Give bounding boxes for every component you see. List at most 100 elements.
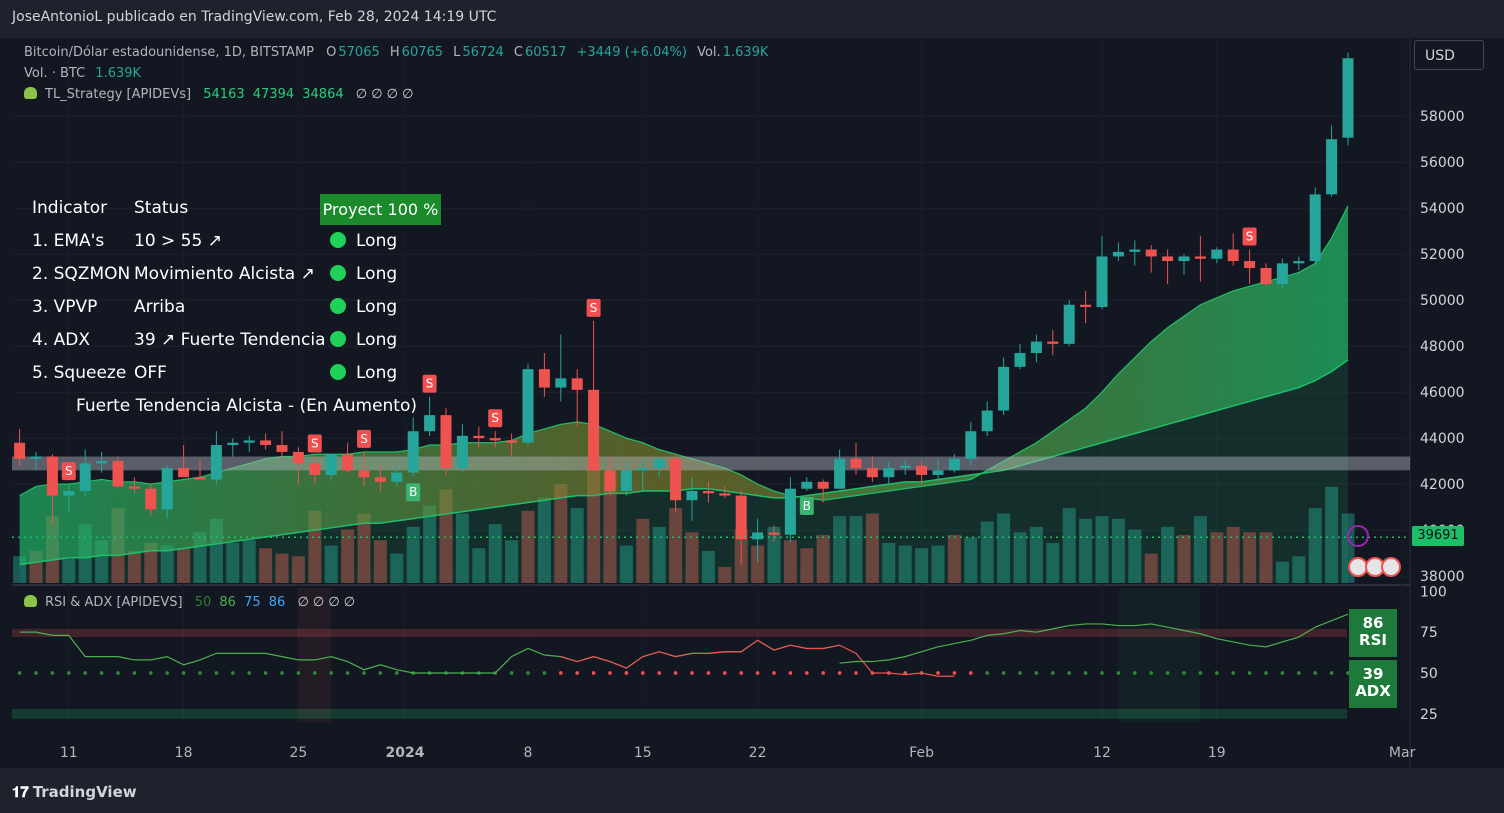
adx-dot — [788, 671, 793, 675]
volume-bar — [816, 534, 830, 583]
candle-body — [702, 491, 714, 494]
candle-body — [210, 445, 222, 480]
adx-dot — [132, 671, 137, 675]
rsi-tick-label: 25 — [1420, 707, 1438, 723]
volume-bar — [423, 505, 437, 583]
adx-dot — [1100, 671, 1104, 675]
candle-body — [1112, 251, 1124, 257]
tradingview-logo[interactable]: 𝟏𝟕 TradingView — [12, 783, 137, 801]
publish-bar: JoseAntonioL publicado en TradingView.co… — [0, 0, 1504, 38]
rsi-badge-label: RSI — [1359, 631, 1387, 649]
adx-dot — [1198, 671, 1203, 675]
volume-bar — [1161, 526, 1175, 583]
rsi-value-1: 50 — [194, 595, 212, 610]
adx-dot — [313, 671, 317, 675]
ema-fast-line — [19, 205, 1349, 501]
candle-body — [1145, 249, 1157, 257]
table-cell-signal: Long — [330, 258, 397, 290]
signal-tag — [799, 497, 814, 516]
volume-label[interactable]: Vol. · BTC — [24, 66, 86, 81]
signal-dot-icon — [330, 265, 346, 281]
strategy-name[interactable]: TL_Strategy [APIDEVs] — [45, 87, 192, 102]
candle-body — [1293, 261, 1305, 264]
candle-body — [1227, 249, 1239, 262]
candle-body — [1047, 341, 1059, 344]
table-cell-status: 39 ↗ Fuerte Tendencia — [134, 330, 326, 350]
volume-bar — [275, 553, 289, 583]
ema-slow-line — [19, 359, 1349, 566]
candle-body — [1260, 267, 1272, 285]
table-cell-status: Movimiento Alcista ↗ — [134, 264, 315, 284]
signal-label: Long — [356, 363, 398, 383]
volume-bar — [882, 542, 896, 583]
candle-body — [358, 470, 370, 478]
adx-badge-value: 39 — [1362, 665, 1384, 683]
date-tick-label: 2024 — [386, 745, 425, 761]
date-tick-label: 25 — [289, 745, 307, 761]
adx-dot — [1346, 671, 1350, 675]
date-tick-label: 19 — [1208, 745, 1226, 761]
candle-body — [243, 440, 255, 443]
candle-body — [571, 378, 583, 390]
candle-body — [14, 442, 26, 459]
signal-tag-label: S — [311, 437, 319, 451]
adx-dot — [559, 671, 563, 675]
candle-body — [850, 458, 862, 469]
adx-dot — [1067, 671, 1071, 675]
volume-bar — [1259, 532, 1273, 583]
adx-dot — [526, 671, 530, 675]
volume-bar — [587, 468, 601, 583]
volume-bar — [947, 534, 961, 583]
volume-bar — [783, 540, 797, 583]
volume-bar — [127, 550, 141, 583]
volume-bar — [341, 529, 355, 583]
adx-dot — [952, 671, 957, 675]
candle-body — [866, 468, 878, 478]
volume-bar — [1177, 534, 1191, 583]
adx-dot — [34, 671, 38, 675]
us-flag-icon — [1348, 557, 1368, 577]
adx-dot — [378, 671, 383, 675]
adx-dot — [280, 671, 284, 675]
volume-bar — [652, 526, 666, 583]
candle-body — [670, 458, 682, 501]
candle-body — [96, 461, 108, 464]
volume-bar — [242, 540, 256, 583]
rsi-highlight-zone — [1118, 588, 1201, 722]
adx-dot — [50, 671, 55, 675]
volume-bar — [62, 558, 76, 583]
candle-body — [899, 465, 911, 469]
volume-bar — [144, 542, 158, 583]
rsi-indicator-name[interactable]: RSI & ADX [APIDEVS] — [45, 595, 183, 610]
adx-dot — [854, 671, 858, 675]
symbol-name[interactable]: Bitcoin/Dólar estadounidense, 1D, BITSTA… — [24, 45, 315, 60]
volume-bar — [406, 526, 420, 583]
candle-body — [637, 468, 649, 471]
close-label: C — [513, 45, 523, 60]
signal-tag — [357, 429, 371, 448]
volume-profile-band — [12, 456, 1410, 471]
volume-bar — [931, 545, 945, 583]
adx-dot — [1083, 671, 1088, 675]
table-cell-signal: Long — [330, 225, 397, 257]
volume-bar — [1046, 542, 1060, 583]
candle-body — [112, 461, 124, 487]
volume-bar — [636, 518, 650, 583]
date-tick-label: 11 — [60, 745, 78, 761]
candle-body — [342, 454, 354, 471]
table-header-status: Status — [134, 198, 189, 218]
adx-dot — [1264, 671, 1268, 675]
oversold-band — [12, 708, 1347, 719]
date-tick-label: 18 — [175, 745, 193, 761]
currency-button[interactable]: USD — [1414, 40, 1484, 70]
adx-dot — [837, 671, 842, 675]
candle-body — [309, 463, 321, 475]
candle-body — [145, 488, 157, 510]
price-tick-label: 42000 — [1420, 477, 1465, 493]
project-badge: Proyect 100 % — [320, 194, 441, 225]
volume-bar — [1128, 529, 1142, 583]
rsi-value-3: 75 — [244, 595, 261, 610]
table-cell-status: OFF — [134, 363, 167, 383]
candle-body — [194, 477, 206, 480]
